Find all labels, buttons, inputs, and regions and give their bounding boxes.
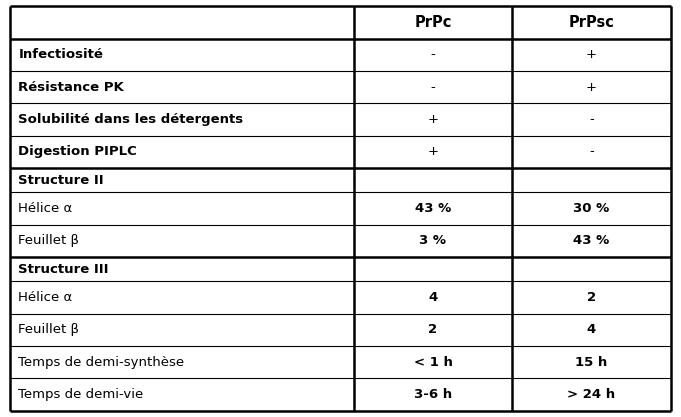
Text: -: - [430, 80, 435, 94]
Text: Digestion PIPLC: Digestion PIPLC [18, 146, 137, 158]
Text: Structure II: Structure II [18, 174, 104, 187]
Text: Hélice α: Hélice α [18, 202, 73, 215]
Text: Feuillet β: Feuillet β [18, 323, 80, 337]
Text: 2: 2 [587, 291, 596, 304]
Text: Hélice α: Hélice α [18, 291, 73, 304]
Text: +: + [586, 80, 597, 94]
Text: < 1 h: < 1 h [413, 356, 452, 369]
Text: +: + [428, 113, 439, 126]
Text: 4: 4 [428, 291, 438, 304]
Text: Solubilité dans les détergents: Solubilité dans les détergents [18, 113, 244, 126]
Text: 43 %: 43 % [573, 234, 609, 247]
Text: 4: 4 [587, 323, 596, 337]
Text: Temps de demi-vie: Temps de demi-vie [18, 388, 144, 401]
Text: +: + [586, 48, 597, 61]
Text: 15 h: 15 h [575, 356, 607, 369]
Text: Temps de demi-synthèse: Temps de demi-synthèse [18, 356, 185, 369]
Text: 3-6 h: 3-6 h [414, 388, 452, 401]
Text: PrPc: PrPc [414, 15, 452, 30]
Text: Résistance PK: Résistance PK [18, 80, 124, 94]
Text: > 24 h: > 24 h [567, 388, 616, 401]
Text: Infectiosité: Infectiosité [18, 48, 104, 61]
Text: Structure III: Structure III [18, 263, 109, 276]
Text: 3 %: 3 % [419, 234, 447, 247]
Text: +: + [428, 146, 439, 158]
Text: 43 %: 43 % [415, 202, 451, 215]
Text: 30 %: 30 % [573, 202, 609, 215]
Text: -: - [589, 113, 594, 126]
Text: Feuillet β: Feuillet β [18, 234, 80, 247]
Text: -: - [589, 146, 594, 158]
Text: 2: 2 [428, 323, 437, 337]
Text: PrPsc: PrPsc [569, 15, 614, 30]
Text: -: - [430, 48, 435, 61]
